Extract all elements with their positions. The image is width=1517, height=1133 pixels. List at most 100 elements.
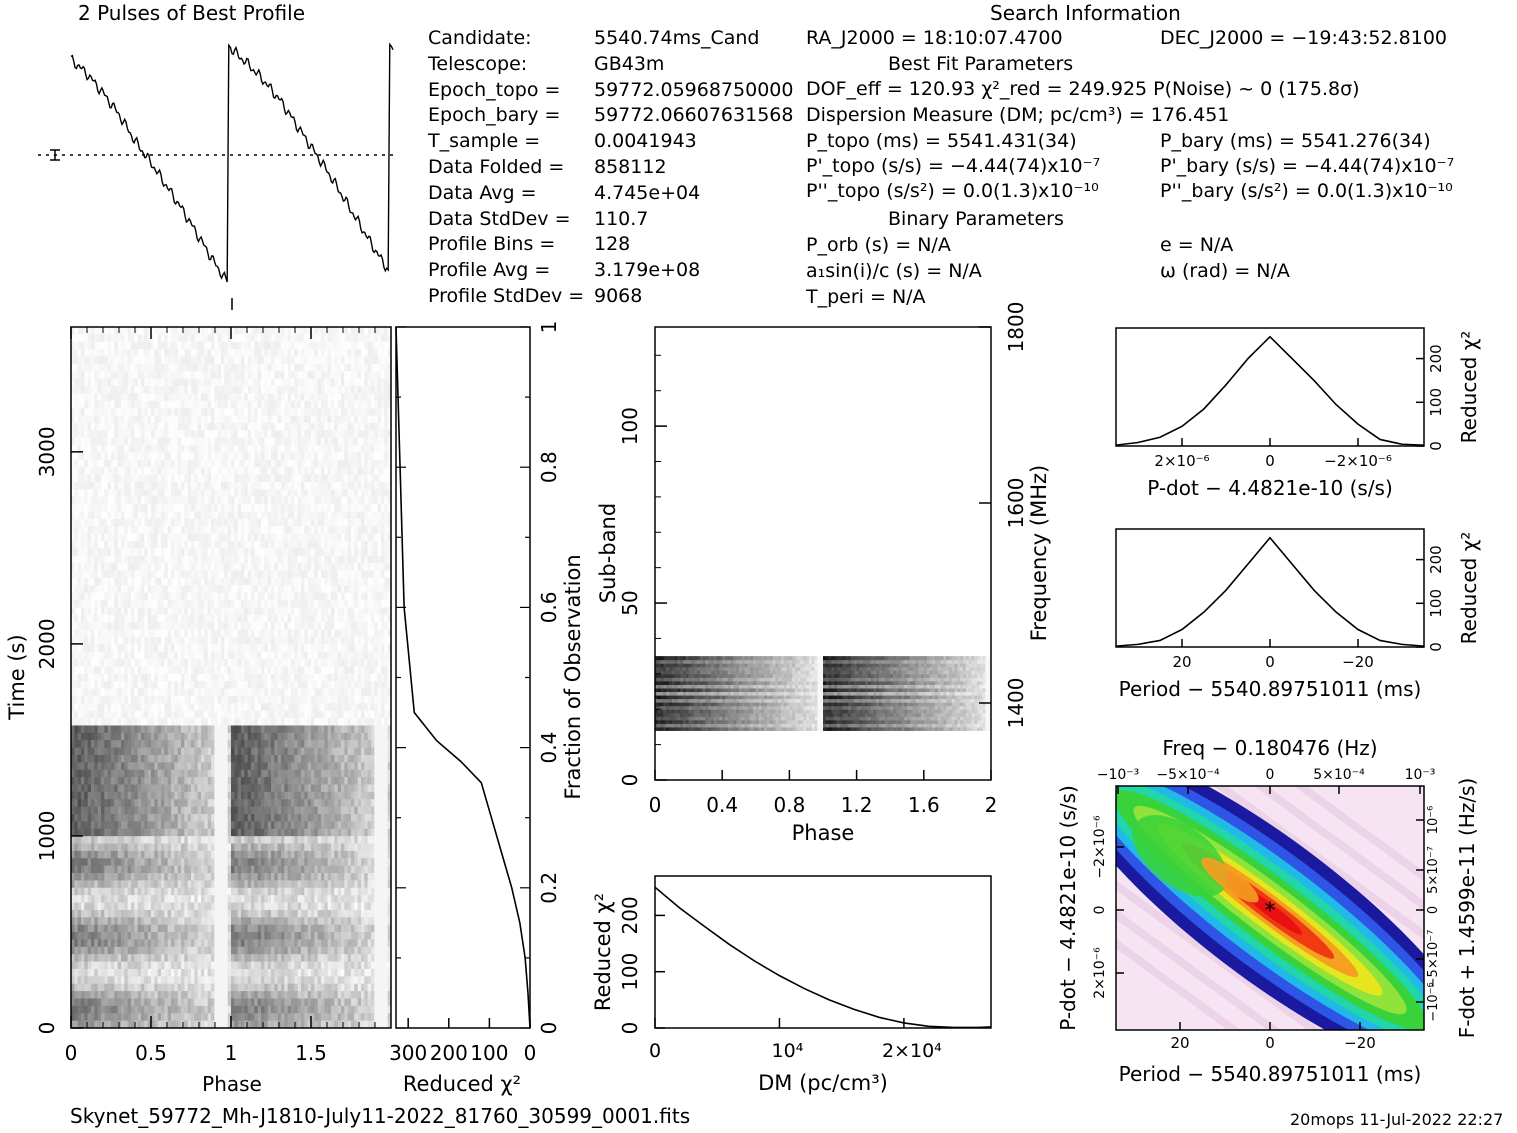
time-phase-cell xyxy=(227,548,232,557)
time-phase-cell xyxy=(361,600,365,608)
time-phase-cell xyxy=(301,430,305,439)
time-phase-cell xyxy=(161,629,165,638)
time-phase-cell xyxy=(217,673,222,682)
time-phase-cell xyxy=(357,585,362,594)
time-phase-cell xyxy=(221,526,225,535)
time-phase-cell xyxy=(347,489,352,498)
time-phase-cell xyxy=(104,415,109,424)
time-phase-cell xyxy=(361,452,365,461)
time-phase-cell xyxy=(214,415,219,424)
time-phase-cell xyxy=(351,585,355,594)
time-phase-cell xyxy=(187,548,192,557)
time-phase-cell xyxy=(261,695,265,704)
time-phase-cell xyxy=(291,600,295,608)
time-phase-cell xyxy=(324,393,329,402)
time-phase-cell xyxy=(274,563,279,572)
time-phase-cell xyxy=(301,496,305,505)
time-phase-cell xyxy=(261,334,265,343)
time-phase-cell xyxy=(81,695,85,704)
time-phase-cell xyxy=(104,577,109,586)
time-phase-cell xyxy=(371,334,375,343)
time-phase-cell xyxy=(127,629,132,638)
time-phase-cell xyxy=(124,496,129,505)
time-phase-cell xyxy=(267,349,272,358)
time-phase-cell xyxy=(104,356,109,365)
time-phase-cell xyxy=(234,614,239,623)
time-phase-cell xyxy=(167,548,172,557)
time-phase-cell xyxy=(187,430,192,439)
time-phase-cell xyxy=(351,592,355,601)
time-phase-cell xyxy=(171,526,175,535)
time-phase-cell xyxy=(181,386,185,395)
time-phase-cell xyxy=(274,600,279,608)
time-phase-cell xyxy=(87,577,92,586)
time-phase-cell xyxy=(334,356,339,365)
time-phase-cell xyxy=(307,511,312,520)
time-phase-cell xyxy=(237,386,242,395)
time-phase-cell xyxy=(84,644,89,653)
dm-line: Dispersion Measure (DM; pc/cm³) = 176.45… xyxy=(806,104,1230,126)
time-phase-cell xyxy=(371,577,375,586)
time-phase-cell xyxy=(361,467,365,476)
time-phase-cell xyxy=(341,386,345,395)
time-phase-cell xyxy=(114,437,119,446)
time-phase-cell xyxy=(71,526,75,535)
time-phase-cell xyxy=(84,695,89,704)
time-phase-cell xyxy=(137,393,142,402)
time-phase-cell xyxy=(387,681,391,690)
time-phase-cell xyxy=(121,636,125,645)
time-phase-cell xyxy=(324,577,329,586)
time-phase-cell xyxy=(351,467,355,476)
time-phase-cell xyxy=(111,327,115,335)
time-phase-cell xyxy=(334,526,339,535)
time-phase-cell xyxy=(247,607,252,616)
time-phase-cell xyxy=(254,452,259,461)
time-phase-cell xyxy=(374,408,379,417)
time-phase-cell xyxy=(374,622,379,631)
time-phase-cell xyxy=(97,341,102,350)
time-phase-cell xyxy=(194,393,199,402)
time-phase-cell xyxy=(264,504,269,513)
time-phase-cell xyxy=(207,607,212,616)
time-phase-cell xyxy=(304,341,309,350)
time-phase-cell xyxy=(227,496,232,505)
time-phase-cell xyxy=(334,489,339,498)
time-phase-cell xyxy=(201,681,205,690)
dec-line: DEC_J2000 = −19:43:52.8100 xyxy=(1160,27,1448,49)
time-phase-cell xyxy=(137,474,142,483)
time-phase-cell xyxy=(221,622,225,631)
time-phase-cell xyxy=(357,474,362,483)
time-phase-cell xyxy=(314,585,319,594)
time-phase-cell xyxy=(201,430,205,439)
time-phase-cell xyxy=(304,371,309,380)
time-phase-cell xyxy=(154,600,159,608)
time-phase-cell xyxy=(241,415,245,424)
time-phase-cell xyxy=(84,614,89,623)
time-phase-cell xyxy=(237,511,242,520)
time-phase-cell xyxy=(137,445,142,454)
time-phase-cell xyxy=(221,695,225,704)
time-phase-cell xyxy=(114,378,119,387)
time-phase-cell xyxy=(241,327,245,335)
time-phase-cell xyxy=(117,563,122,572)
time-phase-cell xyxy=(181,585,185,594)
time-phase-cell xyxy=(277,695,282,704)
time-phase-cell xyxy=(267,614,272,623)
time-phase-cell xyxy=(217,629,222,638)
time-phase-cell xyxy=(101,651,105,660)
time-phase-cell xyxy=(311,681,315,690)
time-phase-cell xyxy=(74,607,79,616)
time-phase-cell xyxy=(251,415,255,424)
time-phase-cell xyxy=(207,489,212,498)
time-phase-cell xyxy=(111,659,115,668)
time-phase-cell xyxy=(271,386,275,395)
time-phase-cell xyxy=(244,496,249,505)
time-phase-cell xyxy=(291,585,295,594)
time-phase-cell xyxy=(157,327,162,335)
time-phase-cell xyxy=(124,371,129,380)
time-phase-cell xyxy=(371,415,375,424)
time-phase-cell xyxy=(167,681,172,690)
time-phase-cell xyxy=(204,349,209,358)
time-phase-cell xyxy=(164,371,169,380)
time-phase-cell xyxy=(127,386,132,395)
